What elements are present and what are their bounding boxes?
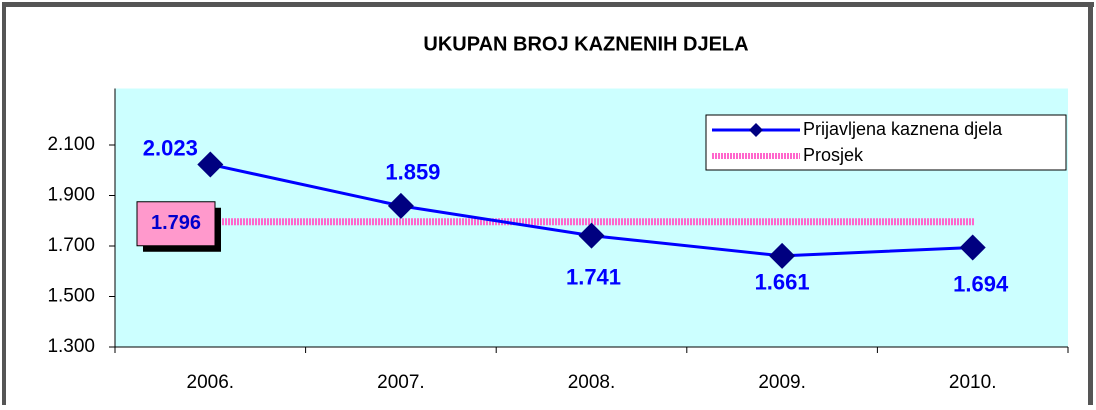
x-tick-label: 2008. bbox=[568, 372, 616, 393]
legend-label: Prijavljena kaznena djela bbox=[803, 119, 1003, 139]
data-label: 1.661 bbox=[755, 270, 810, 295]
x-tick-label: 2009. bbox=[758, 372, 806, 393]
x-tick-label: 2010. bbox=[949, 372, 997, 393]
chart-title: UKUPAN BROJ KAZNENIH DJELA bbox=[423, 33, 748, 55]
legend-marker bbox=[749, 123, 763, 137]
y-tick-label: 1.300 bbox=[47, 336, 95, 357]
legend-label: Prosjek bbox=[803, 145, 864, 165]
y-tick-label: 2.100 bbox=[47, 134, 95, 155]
x-tick-label: 2007. bbox=[377, 372, 425, 393]
marker bbox=[387, 192, 414, 219]
y-tick-label: 1.500 bbox=[47, 286, 95, 307]
y-tick-label: 1.900 bbox=[47, 185, 95, 206]
y-tick-label: 1.700 bbox=[47, 235, 95, 256]
average-label-box bbox=[136, 201, 216, 247]
x-tick-label: 2006. bbox=[187, 372, 235, 393]
legend-box bbox=[705, 114, 1067, 171]
frame-top bbox=[2, 2, 1094, 7]
frame-right bbox=[1088, 2, 1093, 405]
marker bbox=[197, 151, 224, 178]
data-label: 1.694 bbox=[953, 271, 1009, 296]
marker bbox=[769, 242, 796, 269]
data-label: 2.023 bbox=[143, 135, 198, 160]
marker bbox=[959, 234, 986, 261]
frame-left bbox=[2, 2, 6, 405]
data-label: 1.741 bbox=[566, 264, 621, 289]
average-label: 1.796 bbox=[151, 212, 201, 234]
marker bbox=[578, 222, 605, 249]
data-label: 1.859 bbox=[385, 160, 440, 185]
